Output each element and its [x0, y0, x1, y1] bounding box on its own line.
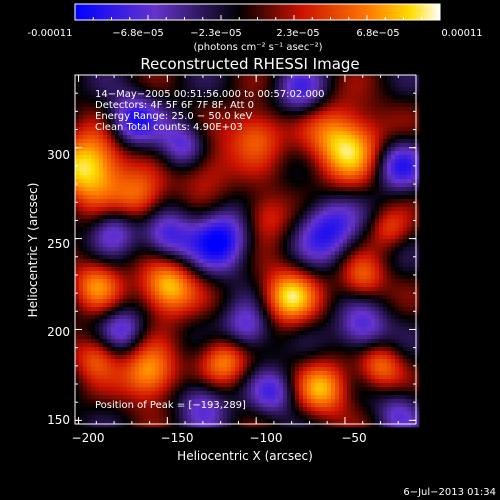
y-tick-label: 250: [47, 237, 70, 251]
timestamp: 6−Jul−2013 01:34: [403, 487, 496, 498]
y-tick-label: 300: [47, 148, 70, 162]
chart-title: Reconstructed RHESSI Image: [140, 55, 359, 73]
colorbar-tick-label: 2.3e−05: [276, 28, 319, 39]
axis-ticks: [75, 74, 417, 424]
colorbar-tick-label: −2.3e−05: [190, 28, 242, 39]
info-line: Detectors: 4F 5F 6F 7F 8F, Att 0: [95, 100, 254, 111]
plot-frame: [74, 74, 417, 425]
x-tick-label: −50: [341, 431, 366, 445]
y-axis-label: Heliocentric Y (arcsec): [26, 183, 40, 318]
colorbar-tick-label: 0.00011: [441, 28, 482, 39]
peak-position-label: Position of Peak = [−193,289]: [95, 400, 246, 411]
info-line: 14−May−2005 00:51:56.000 to 00:57:02.000: [95, 89, 325, 100]
y-tick-label: 200: [47, 325, 70, 339]
x-axis-label: Heliocentric X (arcsec): [177, 449, 313, 463]
colorbar-tick-label: −6.8e−05: [112, 28, 164, 39]
y-tick-label: 150: [47, 413, 70, 427]
x-tick-label: −200: [72, 431, 105, 445]
info-line: Energy Range: 25.0 − 50.0 keV: [95, 111, 252, 122]
colorbar-tick-label: 6.8e−05: [356, 28, 399, 39]
x-tick-label: −100: [250, 431, 283, 445]
colorbar-tick-label: -0.00011: [28, 28, 73, 39]
x-tick-label: −150: [161, 431, 194, 445]
colorbar-units: (photons cm⁻² s⁻¹ asec⁻²): [193, 42, 322, 53]
colorbar-ticks: [74, 15, 441, 20]
heatmap-image: [75, 75, 420, 428]
info-line: Clean Total counts: 4.90E+03: [95, 122, 243, 133]
